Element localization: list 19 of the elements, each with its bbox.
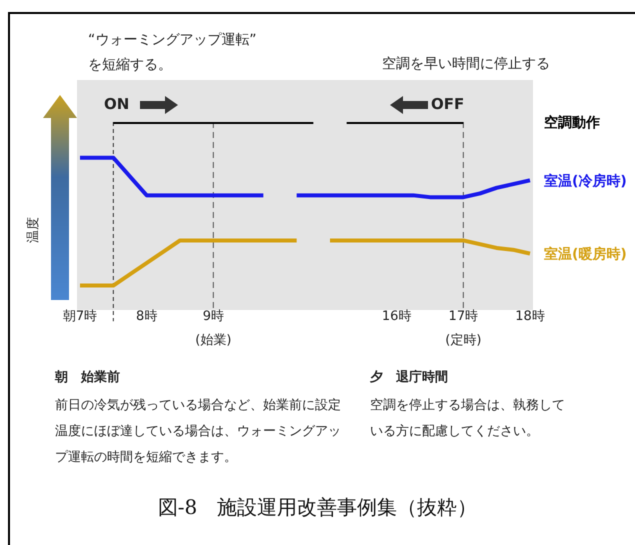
x-tick-label: 18時: [515, 309, 545, 324]
text: “ウォーミングアップ運転” を短縮する。: [88, 31, 257, 75]
text: 図-8 施設運用改善事例集（抜粋）: [156, 494, 478, 521]
series-label: 室温(冷房時): [544, 172, 627, 190]
text: 前日の冷気が残っている場合など、始業前に設定温度にほぼ達している場合は、ウォーミングアップ運転の時間を短縮できます。: [55, 397, 342, 467]
y-axis-title: 温度: [25, 217, 41, 243]
x-tick-label: 8時: [136, 309, 158, 324]
x-tick-label: 9時 (始業): [195, 309, 232, 348]
text: OFF: [431, 94, 464, 114]
text: 空調を停止する場合は、執務している方に配慮してください。: [370, 397, 566, 441]
text: 夕 退庁時間: [370, 368, 448, 387]
x-tick-label: 朝7時: [62, 309, 98, 324]
series-label: 室温(暖房時): [544, 246, 627, 263]
text: 朝 始業前: [55, 369, 120, 387]
text: 空調を早い時間に停止する: [382, 55, 550, 74]
text: ON: [104, 94, 130, 114]
x-tick-label: 17時 (定時): [445, 309, 482, 348]
text: 空調動作: [544, 114, 600, 131]
x-tick-label: 16時: [382, 309, 412, 324]
